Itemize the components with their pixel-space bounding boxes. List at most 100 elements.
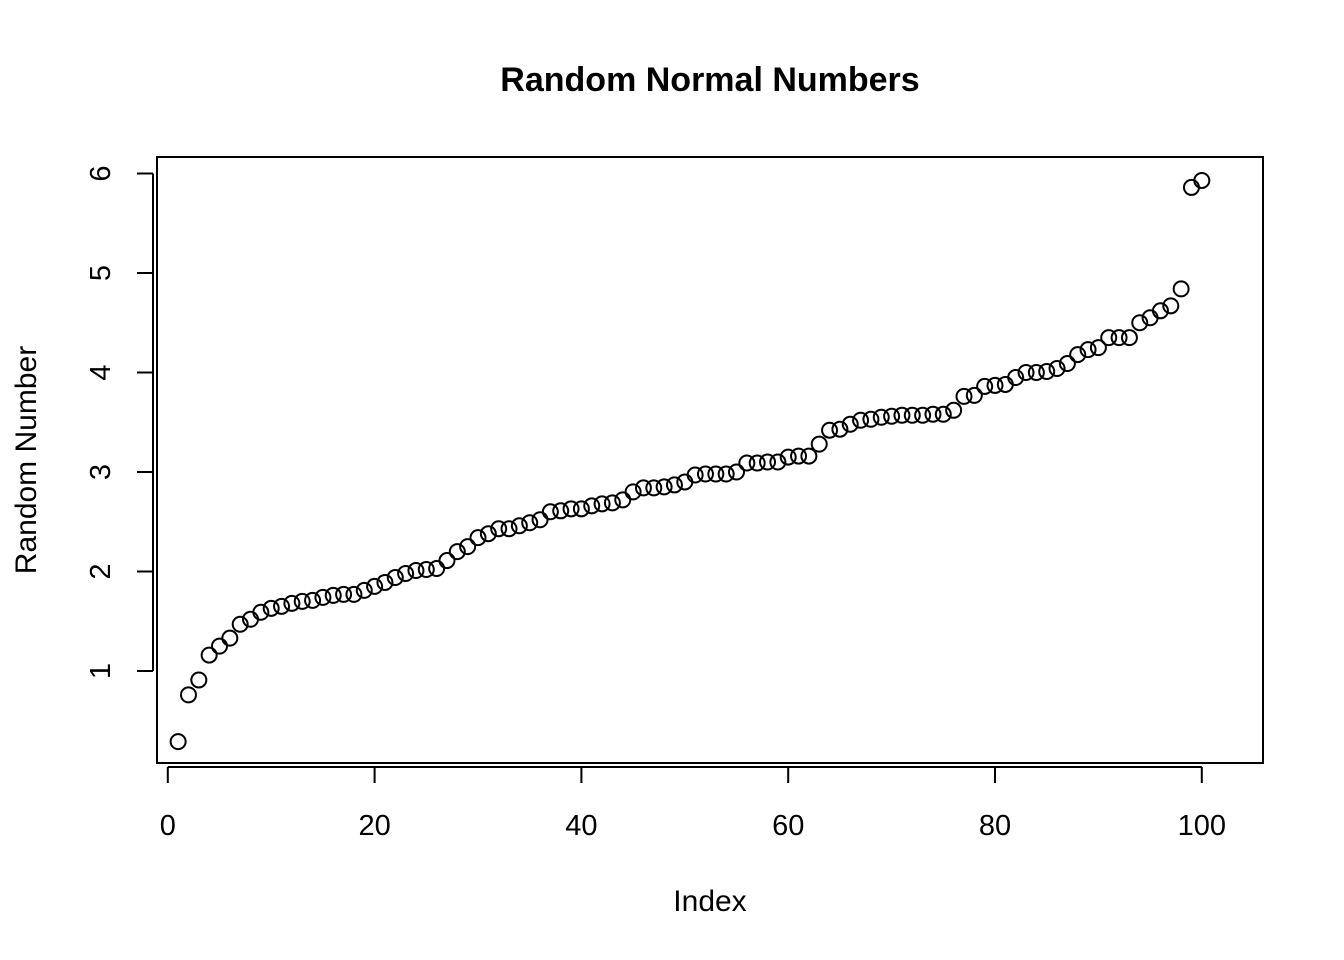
data-point xyxy=(273,597,291,615)
data-point xyxy=(469,529,487,547)
data-point xyxy=(583,497,601,515)
data-point xyxy=(1089,339,1107,357)
x-tick-label: 100 xyxy=(1178,810,1226,842)
data-point xyxy=(614,491,632,509)
data-point xyxy=(324,586,342,604)
data-point xyxy=(1027,364,1045,381)
data-point xyxy=(200,646,218,664)
data-point xyxy=(252,603,270,621)
data-point xyxy=(562,500,580,518)
y-tick-label: 4 xyxy=(85,364,117,380)
y-tick-label: 3 xyxy=(85,464,117,480)
x-axis-label: Index xyxy=(673,885,746,918)
data-point xyxy=(335,585,353,603)
chart-title: Random Normal Numbers xyxy=(500,61,919,99)
y-tick-label: 2 xyxy=(85,563,117,579)
data-point xyxy=(852,411,870,429)
data-point xyxy=(717,465,735,483)
data-point xyxy=(417,561,435,579)
x-tick-label: 40 xyxy=(565,810,597,842)
data-point xyxy=(665,476,683,494)
data-point xyxy=(459,538,477,556)
data-point xyxy=(821,421,839,439)
data-point xyxy=(634,479,652,497)
data-point xyxy=(521,514,539,532)
data-point xyxy=(914,406,932,424)
data-point xyxy=(169,733,187,751)
data-point xyxy=(179,686,197,704)
data-point xyxy=(304,591,322,609)
data-point xyxy=(1182,178,1200,196)
data-point xyxy=(1058,355,1076,373)
data-point xyxy=(1172,280,1190,298)
data-point xyxy=(676,473,694,491)
data-point xyxy=(314,588,332,606)
data-point xyxy=(366,577,384,595)
data-point xyxy=(624,483,642,501)
data-point xyxy=(531,511,549,529)
data-point xyxy=(955,387,973,405)
data-point xyxy=(728,463,745,481)
data-point xyxy=(1017,364,1035,381)
data-point xyxy=(1007,368,1025,386)
data-point xyxy=(862,410,880,428)
data-point xyxy=(655,478,673,496)
x-tick-label: 20 xyxy=(358,810,390,842)
data-point xyxy=(686,466,704,484)
y-tick-label: 6 xyxy=(85,165,117,181)
y-tick-label: 1 xyxy=(85,663,117,679)
data-point xyxy=(707,465,725,483)
data-point xyxy=(1151,302,1169,320)
data-point xyxy=(397,564,415,582)
x-tick-label: 80 xyxy=(979,810,1011,842)
plot-frame xyxy=(156,156,1264,764)
data-point xyxy=(1162,297,1180,315)
data-point xyxy=(541,503,559,521)
data-point xyxy=(883,407,901,425)
data-point xyxy=(293,592,311,610)
data-point xyxy=(1110,329,1128,347)
data-point xyxy=(769,453,787,471)
data-point xyxy=(1038,363,1056,381)
data-point xyxy=(965,386,983,404)
data-point xyxy=(945,401,963,419)
data-point xyxy=(603,494,621,512)
data-point xyxy=(386,568,404,586)
data-point xyxy=(221,629,239,647)
data-point xyxy=(903,406,921,424)
data-point xyxy=(738,454,756,472)
x-tick-label: 60 xyxy=(772,810,804,842)
data-point xyxy=(438,552,456,570)
data-point xyxy=(190,671,208,689)
data-point xyxy=(696,465,714,483)
data-point xyxy=(1100,329,1118,347)
data-point xyxy=(283,594,301,612)
data-point xyxy=(1079,341,1097,359)
y-axis: 1 2 3 4 5 6 xyxy=(85,165,154,679)
data-point xyxy=(1193,171,1211,189)
data-point xyxy=(841,415,859,433)
data-point xyxy=(510,517,528,535)
data-point xyxy=(500,520,518,538)
data-point xyxy=(810,435,828,453)
data-point xyxy=(986,376,1004,394)
data-point xyxy=(552,502,570,520)
data-point xyxy=(934,405,952,423)
data-point xyxy=(428,560,446,578)
data-point xyxy=(924,405,942,423)
data-point xyxy=(355,581,373,599)
data-point xyxy=(407,562,425,580)
data-point xyxy=(1069,346,1087,364)
x-tick-label: 0 xyxy=(160,810,176,842)
data-point xyxy=(262,599,280,617)
data-point xyxy=(231,615,249,633)
data-point xyxy=(1131,314,1149,332)
data-point xyxy=(572,500,590,518)
data-point xyxy=(345,585,363,603)
data-point xyxy=(779,448,797,466)
data-point xyxy=(996,375,1014,393)
data-point xyxy=(479,525,497,543)
data-point xyxy=(448,543,466,561)
